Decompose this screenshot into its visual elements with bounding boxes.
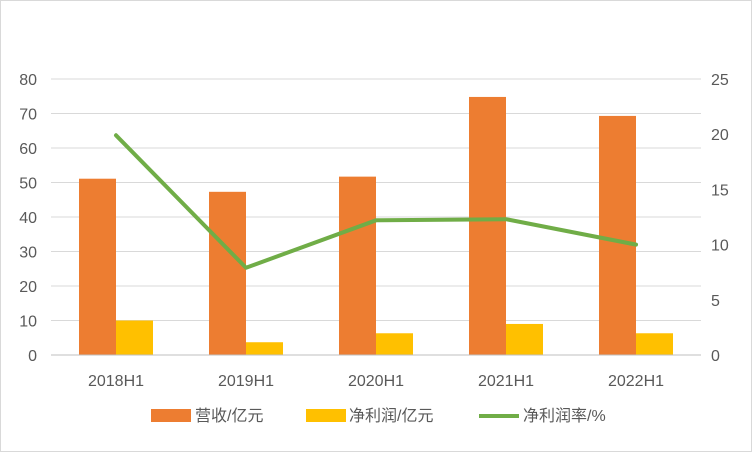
legend-label-net-margin: 净利润率/% xyxy=(523,407,606,425)
x-tick-label: 2022H1 xyxy=(608,373,664,390)
y-tick-label: 40 xyxy=(19,210,37,227)
line-series xyxy=(114,133,638,270)
y-tick-label: 50 xyxy=(19,176,37,193)
legend-swatch-revenue xyxy=(151,409,191,422)
y2-tick-label: 15 xyxy=(711,182,729,199)
bar-net-profit xyxy=(636,333,673,355)
x-axis: 2018H1 2019H1 2020H1 2021H1 2022H1 xyxy=(51,354,701,390)
legend-label-revenue: 营收/亿元 xyxy=(195,407,263,425)
bar-revenue xyxy=(469,96,506,355)
y-tick-label: 60 xyxy=(19,141,37,158)
y2-tick-label: 5 xyxy=(711,293,720,310)
right-y-axis: 0 5 10 15 20 25 xyxy=(711,72,729,365)
bar-net-profit xyxy=(376,333,413,355)
bar-revenue xyxy=(209,191,246,355)
x-tick-label: 2019H1 xyxy=(218,373,274,390)
legend-swatch-net-profit xyxy=(306,409,346,422)
y2-tick-label: 20 xyxy=(711,127,729,144)
y2-tick-label: 25 xyxy=(711,72,729,89)
bar-revenue xyxy=(339,176,376,355)
y-tick-label: 0 xyxy=(28,348,37,365)
net-margin-line xyxy=(114,133,638,270)
legend: 营收/亿元 净利润/亿元 净利润率/% xyxy=(151,407,606,425)
bar-net-profit xyxy=(506,323,543,355)
x-tick-label: 2020H1 xyxy=(348,373,404,390)
x-tick-label: 2021H1 xyxy=(478,373,534,390)
y-tick-label: 10 xyxy=(19,314,37,331)
y-tick-label: 30 xyxy=(19,245,37,262)
y2-tick-label: 10 xyxy=(711,238,729,255)
y-tick-label: 70 xyxy=(19,107,37,124)
bars xyxy=(79,96,673,355)
bar-net-profit xyxy=(246,342,283,355)
legend-label-net-profit: 净利润/亿元 xyxy=(349,407,433,425)
y-tick-label: 80 xyxy=(19,72,37,89)
bar-net-profit xyxy=(116,320,153,355)
left-y-axis: 0 10 20 30 40 50 60 70 80 xyxy=(19,72,37,365)
y-tick-label: 20 xyxy=(19,279,37,296)
y2-tick-label: 0 xyxy=(711,348,720,365)
x-tick-label: 2018H1 xyxy=(88,373,144,390)
bar-revenue xyxy=(599,115,636,355)
bar-revenue xyxy=(79,178,116,355)
